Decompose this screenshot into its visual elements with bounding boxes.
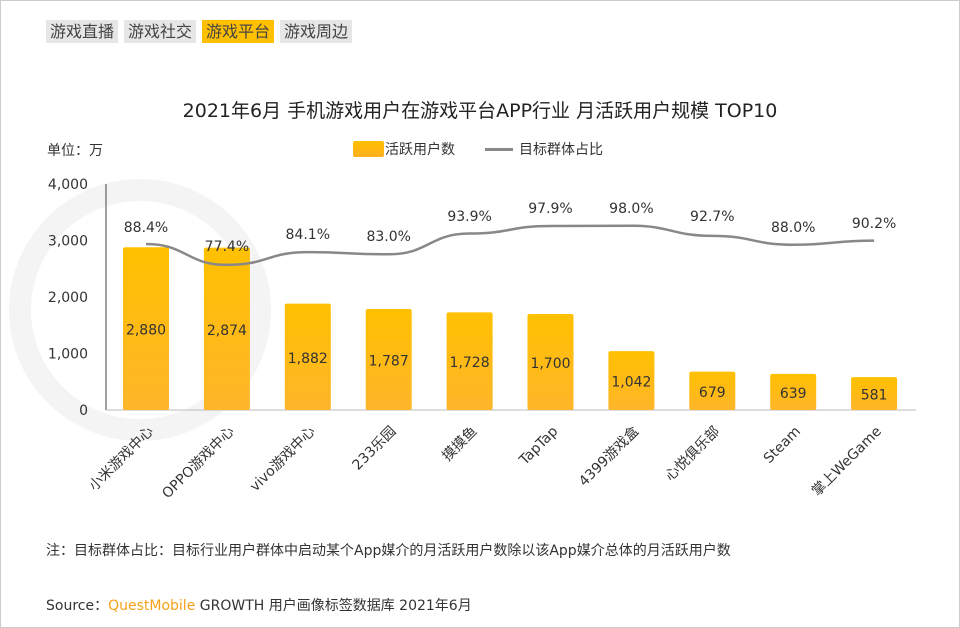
bar-value-label: 2,880 [126, 323, 166, 339]
bar-4 [446, 312, 493, 410]
share-line [145, 224, 875, 267]
bar-value-label: 2,874 [207, 323, 247, 339]
bar-7 [689, 371, 736, 410]
bar-value-label: 1,882 [288, 351, 328, 367]
bar-3 [365, 309, 412, 410]
line-value-label: 88.4% [124, 220, 168, 236]
bar-value-label: 679 [699, 385, 726, 401]
watermark-logo [9, 179, 271, 441]
line-value-label: 88.0% [771, 220, 815, 236]
line-value-label: 77.4% [205, 239, 249, 255]
bar-1 [203, 247, 250, 410]
source-brand: QuestMobile [108, 598, 196, 614]
x-tick-label: 4399游戏盒 [575, 423, 642, 490]
x-tick-label: 掌上WeGame [809, 424, 885, 500]
bar-8 [770, 373, 817, 410]
y-tick-label: 1,000 [48, 347, 88, 363]
bar-5 [527, 313, 574, 410]
source: Source：QuestMobile GROWTH 用户画像标签数据库 2021… [46, 595, 472, 615]
y-tick-label: 2,000 [48, 290, 88, 306]
line-value-label: 92.7% [690, 209, 734, 225]
x-tick-label: 233乐园 [350, 424, 400, 474]
y-tick-label: 0 [79, 403, 88, 419]
chart-title: 2021年6月 手机游戏用户在游戏平台APP行业 月活跃用户规模 TOP10 [182, 100, 778, 122]
legend-bar-label: 活跃用户数 [385, 142, 455, 158]
bar-6 [608, 351, 655, 410]
x-tick-label: 心悦俱乐部 [662, 424, 723, 485]
bar-value-label: 581 [861, 388, 888, 404]
line-value-label: 84.1% [286, 227, 330, 243]
tab-peripheral[interactable]: 游戏周边 [280, 20, 353, 43]
x-tick-label: Steam [761, 424, 804, 467]
bar-value-label: 1,042 [611, 375, 651, 391]
tab-bar: 游戏直播 游戏社交 游戏平台 游戏周边 [46, 20, 353, 43]
tab-live[interactable]: 游戏直播 [46, 20, 119, 43]
bar-value-label: 1,728 [450, 355, 490, 371]
tab-social[interactable]: 游戏社交 [124, 20, 197, 43]
line-value-label: 98.0% [609, 201, 653, 217]
source-rest: GROWTH 用户画像标签数据库 2021年6月 [195, 598, 472, 614]
line-value-label: 93.9% [447, 209, 491, 225]
x-tick-label: TapTap [516, 423, 562, 469]
footnote: 注：目标群体占比：目标行业用户群体中启动某个App媒介的月活跃用户数除以该App… [46, 543, 731, 559]
tab-platform[interactable]: 游戏平台 [202, 20, 275, 43]
legend-line-swatch [485, 147, 513, 151]
bar-2 [284, 303, 331, 410]
x-tick-label: 摸摸鱼 [439, 423, 481, 465]
line-value-label: 90.2% [852, 216, 896, 232]
legend-bar-swatch [353, 141, 384, 157]
bar-value-label: 1,700 [530, 356, 570, 372]
bar-value-label: 1,787 [369, 354, 409, 370]
bar-9 [851, 377, 898, 410]
line-value-label: 97.9% [528, 201, 572, 217]
legend-line-label: 目标群体占比 [519, 142, 603, 158]
y-tick-label: 4,000 [48, 177, 88, 193]
unit-label: 单位：万 [47, 143, 103, 159]
legend: 活跃用户数 目标群体占比 [353, 139, 603, 159]
line-value-label: 83.0% [366, 229, 410, 245]
source-prefix: Source： [46, 598, 109, 614]
bar-0 [123, 247, 169, 410]
x-tick-label: vivo游戏中心 [247, 424, 318, 495]
y-tick-label: 3,000 [48, 234, 88, 250]
bar-value-label: 639 [780, 386, 807, 402]
